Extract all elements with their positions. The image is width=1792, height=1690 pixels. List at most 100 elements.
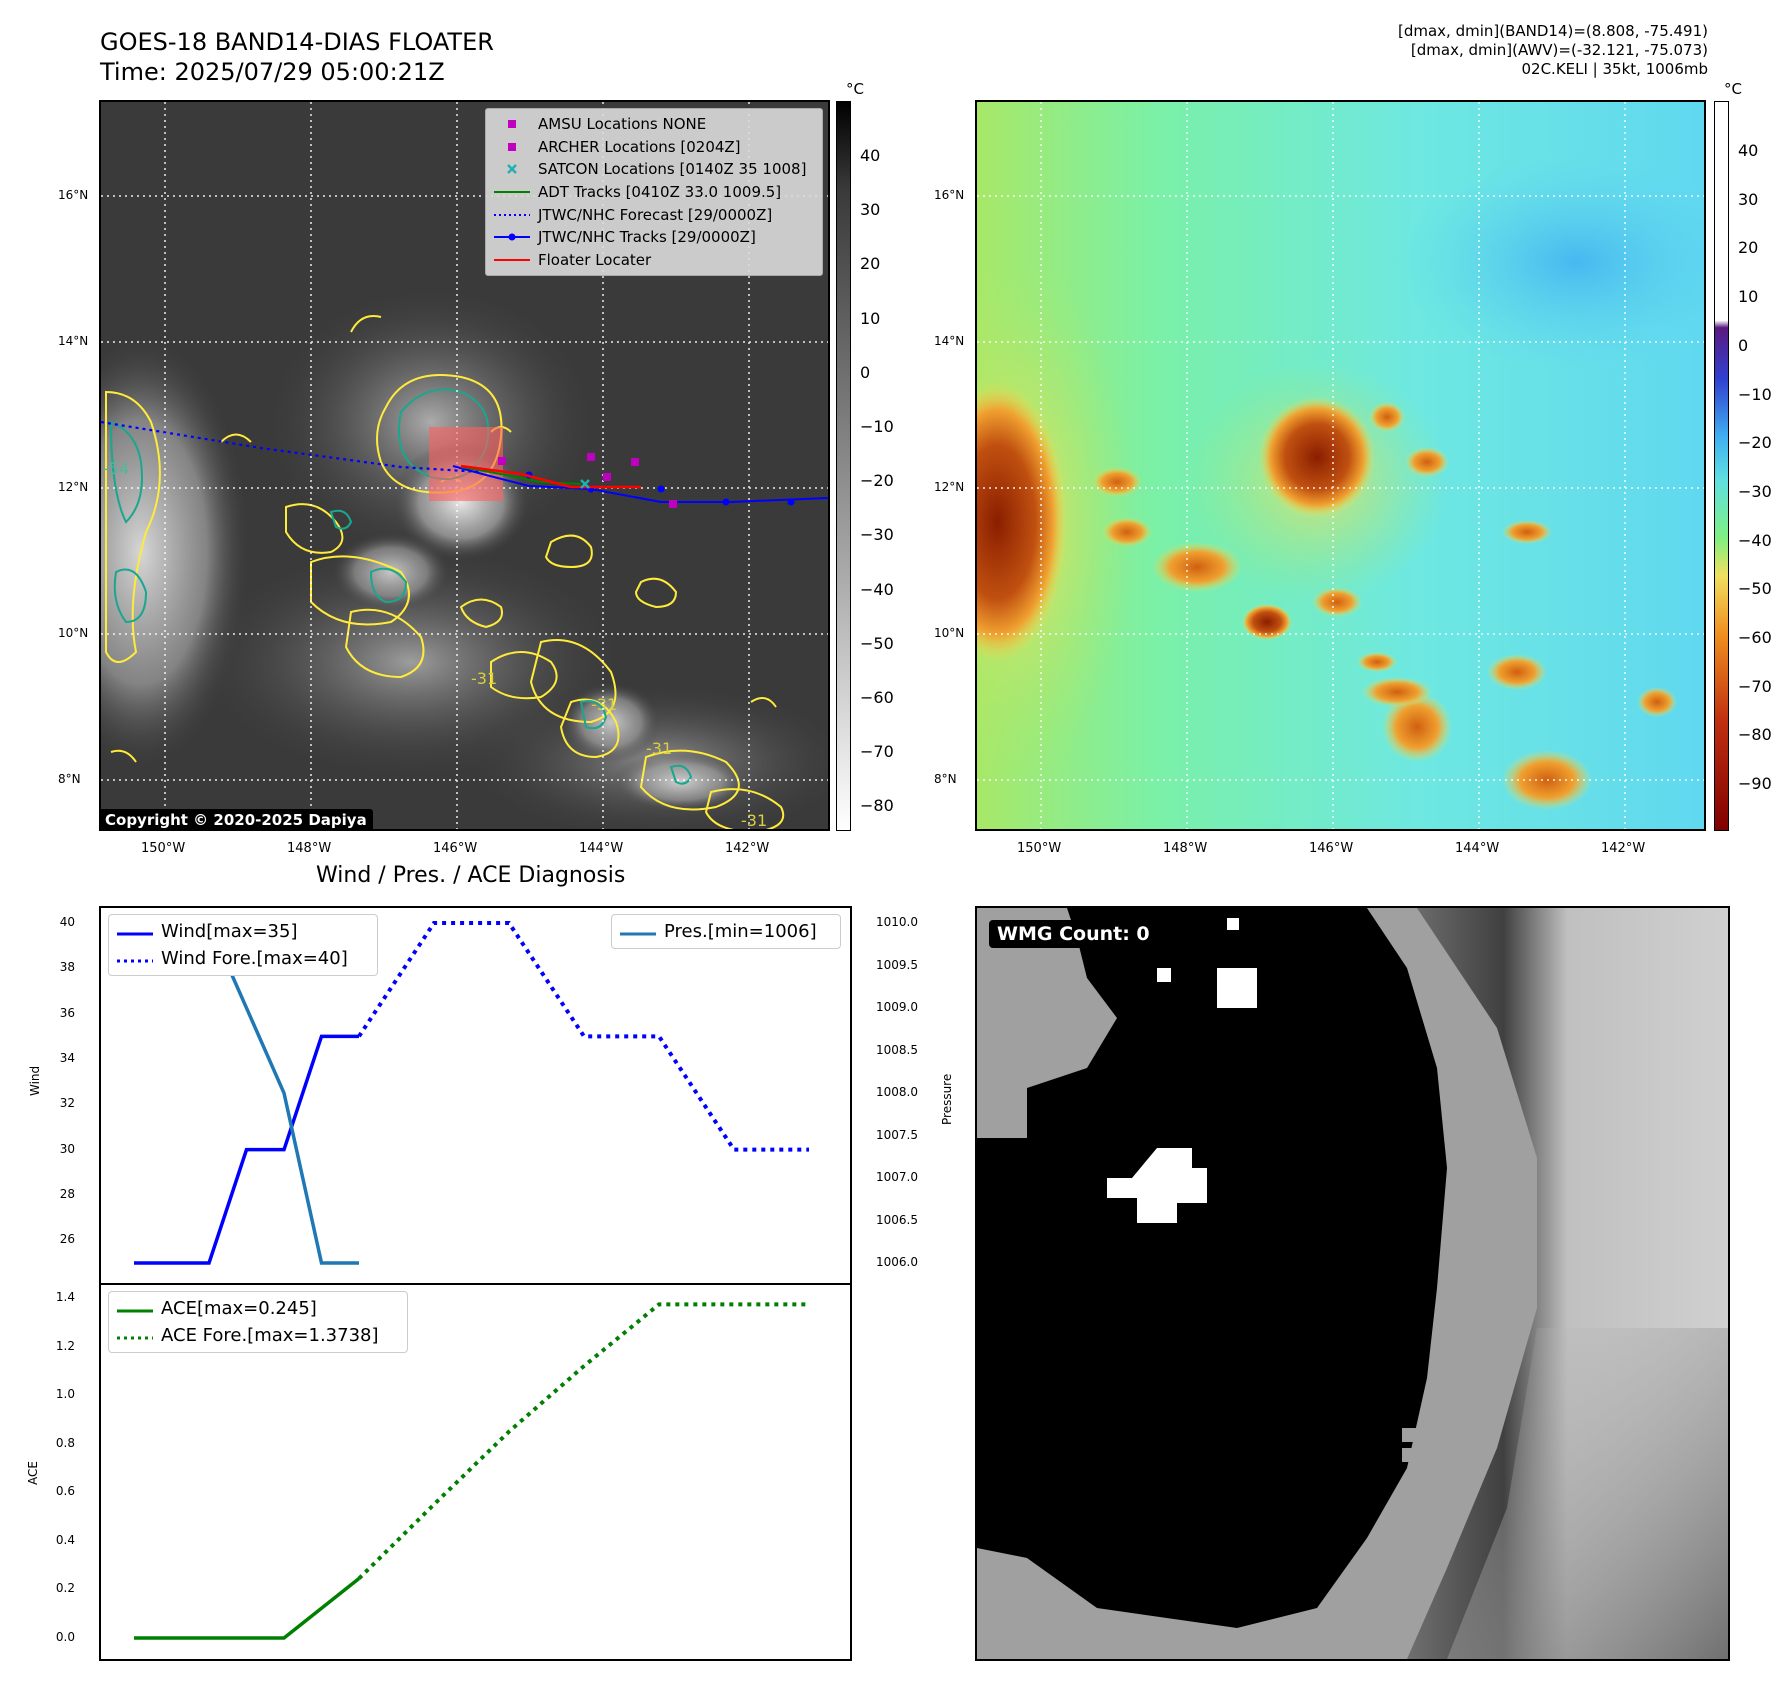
wind-ylabel: Wind	[28, 1065, 42, 1096]
colorbar-tick-label: −30	[1738, 481, 1772, 501]
awv-lat-10n: 10°N	[934, 626, 965, 640]
axis-tick-label: 1006.0	[876, 1255, 918, 1269]
axis-tick-label: 1008.0	[876, 1085, 918, 1099]
colorbar-tick-label: −80	[1738, 725, 1772, 745]
ir-lat-8n: 8°N	[58, 772, 81, 786]
colorbar-tick-label: 40	[1738, 141, 1759, 160]
legend-label: SATCON Locations [0140Z 35 1008]	[538, 160, 807, 179]
awv-lat-8n: 8°N	[934, 772, 957, 786]
legend-symbol-icon	[494, 208, 530, 222]
ir-lon-150w: 150°W	[141, 841, 186, 856]
legend-label: JTWC/NHC Tracks [29/0000Z]	[538, 228, 756, 247]
left-title: GOES-18 BAND14-DIAS FLOATER Time: 2025/0…	[100, 27, 494, 87]
contour-label-4: -54	[103, 459, 129, 478]
colorbar-tick-label: 0	[860, 362, 871, 382]
colorbar-tick-label: −10	[1738, 384, 1772, 404]
axis-tick-label: 1.0	[55, 1387, 75, 1402]
axis-tick-label: 26	[59, 1232, 75, 1247]
colorbar-tick-label: −40	[1738, 530, 1772, 550]
colorbar-tick-label: 30	[1738, 189, 1759, 209]
axis-tick-label: 0.0	[55, 1630, 75, 1644]
color-colorbar	[1714, 101, 1729, 831]
wind-legend-label: Wind[max=35]	[161, 921, 298, 942]
map-legend-item: JTWC/NHC Forecast [29/0000Z]	[494, 203, 814, 226]
colorbar-tick-label: −50	[860, 633, 894, 653]
map-legend-item: ARCHER Locations [0204Z]	[494, 136, 814, 159]
gray-colorbar	[836, 101, 851, 831]
floater-locater-line	[460, 464, 641, 489]
wind-forecast-series-line	[357, 921, 809, 1152]
colorbar-tick-label: 30	[860, 200, 881, 220]
ace-ylabel: ACE	[26, 1461, 40, 1485]
map-legend-item: SATCON Locations [0140Z 35 1008]	[494, 158, 814, 181]
map-legend-item: JTWC/NHC Tracks [29/0000Z]	[494, 226, 814, 249]
axis-tick-label: 36	[59, 1005, 75, 1020]
axis-tick-label: 0.6	[55, 1484, 75, 1499]
colorbar-tick-label: −50	[1738, 579, 1772, 599]
awv-lat-16n: 16°N	[934, 188, 965, 202]
contour-label-1: -31	[471, 669, 497, 688]
legend-symbol-icon	[494, 230, 530, 244]
colorbar-tick-label: −20	[860, 471, 894, 491]
ir-lon-144w: 144°W	[579, 841, 624, 856]
colorbar-tick-label: −70	[860, 742, 894, 762]
diagnosis-title: Wind / Pres. / ACE Diagnosis	[316, 863, 626, 888]
axis-tick-label: 1010.0	[876, 915, 918, 929]
colorbar-tick-label: 40	[860, 146, 881, 165]
legend-symbol-icon	[494, 117, 530, 131]
legend-label: JTWC/NHC Forecast [29/0000Z]	[538, 205, 773, 224]
ir-lon-146w: 146°W	[433, 841, 478, 856]
awv-lat-14n: 14°N	[934, 334, 965, 348]
ir-lat-12n: 12°N	[58, 480, 89, 494]
right-title-line1: [dmax, dmin](BAND14)=(8.808, -75.491)	[1397, 22, 1708, 40]
axis-tick-label: 0.2	[55, 1581, 75, 1596]
map-legend: AMSU Locations NONE ARCHER Locations [020…	[485, 108, 823, 277]
axis-tick-label: 1007.0	[876, 1170, 918, 1184]
colorbar-tick-label: −30	[860, 525, 894, 545]
awv-lat-12n: 12°N	[934, 480, 965, 494]
copyright-badge: Copyright © 2020-2025 Dapiya	[101, 809, 373, 829]
colorbar-tick-label: −80	[860, 796, 894, 816]
ace-forecast-series-line	[357, 1302, 809, 1580]
axis-tick-label: 38	[59, 960, 75, 975]
axis-tick-label: 28	[59, 1187, 75, 1201]
map-legend-item: AMSU Locations NONE	[494, 113, 814, 136]
legend-symbol-icon	[494, 140, 530, 154]
map-legend-item: Floater Locater	[494, 249, 814, 272]
right-title: [dmax, dmin](BAND14)=(8.808, -75.491) [d…	[1208, 22, 1708, 79]
axis-tick-label: 1008.5	[876, 1042, 918, 1057]
axis-tick-label: 1006.5	[876, 1212, 918, 1227]
ir-lon-142w: 142°W	[725, 841, 770, 856]
colorbar-tick-label: −40	[860, 579, 894, 599]
awv-lon-144w: 144°W	[1455, 841, 1500, 856]
ir-lat-10n: 10°N	[58, 626, 89, 640]
ir-map-svg: -31 -31 -31 -54 -31	[101, 102, 828, 829]
colorbar-tick-label: 10	[1738, 287, 1759, 307]
legend-label: AMSU Locations NONE	[538, 115, 707, 134]
colorbar-tick-label: 20	[860, 254, 881, 274]
colorbar-tick-label: −60	[860, 688, 894, 707]
legend-symbol-icon	[494, 185, 530, 199]
axis-tick-label: 30	[59, 1141, 75, 1156]
colorbar-tick-label: −70	[1738, 676, 1772, 696]
floater-box	[429, 427, 503, 501]
wmg-count-badge: WMG Count: 0	[989, 920, 1158, 948]
ir-lat-16n: 16°N	[58, 188, 89, 202]
legend-symbol-icon	[494, 253, 530, 267]
gray-colorbar-unit: °C	[846, 80, 864, 98]
ace-legend-label: ACE[max=0.245]	[161, 1298, 317, 1319]
right-title-line3: 02C.KELI | 35kt, 1006mb	[1521, 60, 1708, 78]
pres-legend-label: Pres.[min=1006]	[664, 921, 817, 942]
contour-label-5: -31	[646, 739, 672, 758]
awv-lon-150w: 150°W	[1017, 841, 1062, 856]
wmg-panel: WMG Count: 0	[975, 906, 1730, 1661]
axis-tick-label: 0.4	[55, 1532, 75, 1547]
colorbar-tick-label: 10	[860, 308, 881, 328]
wind-series-line	[134, 1034, 359, 1265]
wind-legend: Wind[max=35] Wind Fore.[max=40]	[108, 914, 378, 976]
legend-label: ADT Tracks [0410Z 33.0 1009.5]	[538, 183, 782, 202]
ir-lon-148w: 148°W	[287, 841, 332, 856]
legend-label: ARCHER Locations [0204Z]	[538, 137, 741, 156]
axis-tick-label: 1009.0	[876, 1000, 918, 1014]
colorbar-tick-label: 20	[1738, 238, 1759, 258]
